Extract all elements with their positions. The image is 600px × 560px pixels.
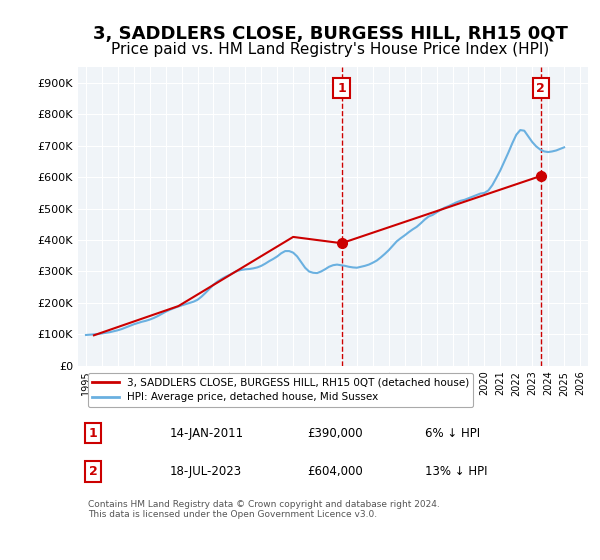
Text: 3, SADDLERS CLOSE, BURGESS HILL, RH15 0QT: 3, SADDLERS CLOSE, BURGESS HILL, RH15 0Q…	[92, 25, 568, 43]
Text: 2: 2	[89, 465, 98, 478]
Text: 18-JUL-2023: 18-JUL-2023	[170, 465, 242, 478]
Text: £604,000: £604,000	[308, 465, 363, 478]
Text: Contains HM Land Registry data © Crown copyright and database right 2024.
This d: Contains HM Land Registry data © Crown c…	[88, 500, 440, 519]
Text: £390,000: £390,000	[308, 427, 363, 440]
Text: 13% ↓ HPI: 13% ↓ HPI	[425, 465, 487, 478]
Text: 14-JAN-2011: 14-JAN-2011	[170, 427, 244, 440]
Text: Price paid vs. HM Land Registry's House Price Index (HPI): Price paid vs. HM Land Registry's House …	[111, 42, 549, 57]
Text: 2: 2	[536, 82, 545, 95]
Legend: 3, SADDLERS CLOSE, BURGESS HILL, RH15 0QT (detached house), HPI: Average price, : 3, SADDLERS CLOSE, BURGESS HILL, RH15 0Q…	[88, 373, 473, 407]
Text: 1: 1	[337, 82, 346, 95]
Text: 1: 1	[89, 427, 98, 440]
Text: 6% ↓ HPI: 6% ↓ HPI	[425, 427, 480, 440]
